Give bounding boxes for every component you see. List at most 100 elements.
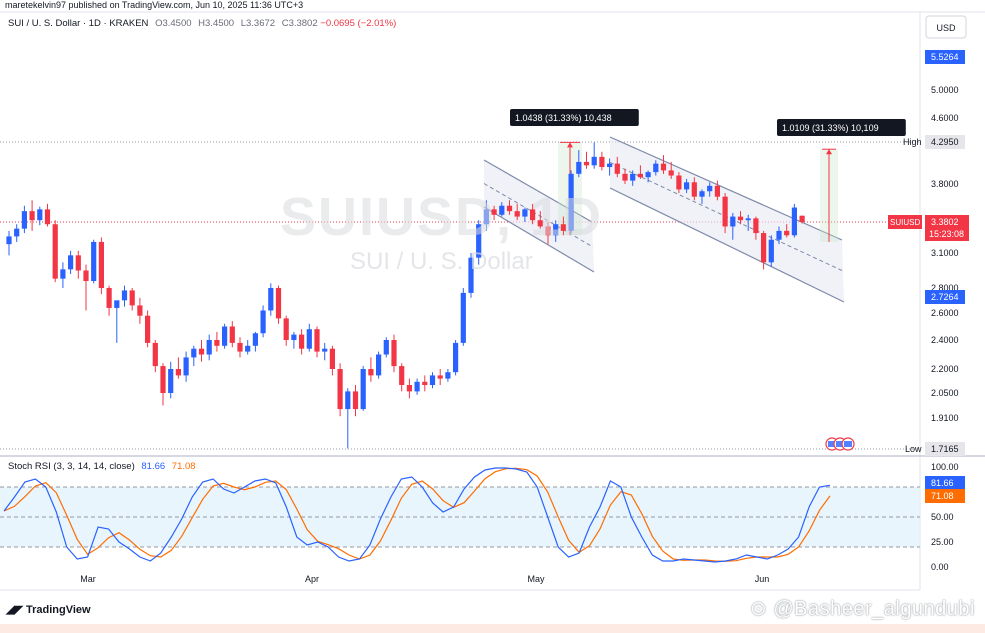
support-text: 2.7264 [931, 292, 959, 302]
candle-body [707, 185, 713, 192]
candle-body [121, 290, 128, 301]
tradingview-icon: ◢◤ [6, 604, 26, 616]
last-price: 3.3802 [931, 217, 959, 227]
top-price-tag [925, 50, 965, 64]
candle-body [75, 255, 81, 271]
candle-body [799, 215, 805, 222]
candle-body [668, 170, 674, 176]
candle-body [630, 173, 636, 181]
candle-body [499, 205, 505, 215]
candle-body [637, 173, 643, 178]
candle-body [599, 156, 605, 168]
candle-body [545, 226, 551, 236]
candle-body [314, 329, 320, 352]
candle-body [530, 209, 536, 221]
candle-body [60, 269, 66, 279]
price-tick: 2.6000 [931, 308, 959, 318]
candle-body [360, 369, 366, 410]
bottom-strip [0, 624, 985, 633]
candle-body [137, 305, 143, 316]
price-tick: 5.0000 [931, 85, 959, 95]
candle-body [699, 191, 705, 197]
top-price-text: 5.5264 [931, 52, 959, 62]
legend-change: −0.0695 (−2.01%) [320, 18, 397, 29]
candle-body [152, 342, 158, 367]
candle-body [460, 292, 466, 343]
countdown: 15:23:08 [929, 229, 964, 239]
price-tick: 4.6000 [931, 113, 959, 123]
candle-body [198, 348, 205, 355]
channel-1-lower [483, 206, 595, 273]
price-tick: 2.4000 [931, 335, 959, 345]
channel-2-upper [609, 136, 843, 241]
watermark-ticker: SUIUSD, 1D [280, 187, 604, 247]
legend-high: H3.4500 [198, 18, 235, 29]
candle-body [591, 156, 597, 166]
candle-body [622, 173, 628, 181]
candle-body [291, 334, 297, 340]
candle-body [29, 211, 35, 221]
last-price-bg [925, 215, 969, 241]
tradingview-logo[interactable]: ◢◤ TradingView [6, 603, 91, 616]
candle-body [614, 163, 620, 174]
candle-body [660, 163, 667, 171]
channel-2-lower [609, 187, 845, 303]
rsi-k-tag: 81.66 [931, 478, 954, 488]
legend-close: C3.3802 [281, 18, 318, 29]
candle-body [437, 375, 443, 379]
candle-body [776, 230, 782, 240]
price-tick: 1.9100 [931, 413, 959, 423]
candle-body [560, 224, 566, 231]
candle-body [383, 340, 389, 355]
candle-body [791, 207, 797, 236]
candle-body [114, 300, 120, 308]
candle-body [68, 255, 74, 270]
candle-body [476, 224, 482, 258]
publish-header: maretekelvin97 published on TradingView.… [5, 0, 304, 10]
candle-body [784, 230, 790, 236]
candle-body [414, 381, 420, 392]
symbol-tag-bg [888, 215, 922, 229]
candle-body [260, 310, 266, 334]
candle-body [14, 228, 20, 237]
symbol-name: SUI / U. S. Dollar · 1D · KRAKEN [8, 18, 149, 29]
candle-body [568, 173, 574, 231]
candle-body [252, 333, 258, 346]
x-axis-label: May [527, 574, 545, 584]
candle-body [368, 369, 374, 376]
high-tag: High [903, 137, 922, 147]
rsi-legend: Stoch RSI (3, 3, 14, 14, close) 81.66 71… [8, 461, 196, 472]
candle-body [145, 315, 151, 343]
candle-body [730, 216, 736, 227]
candle-body [83, 270, 89, 281]
candle-body [214, 340, 220, 346]
author-credit: ⊙ @Basheer_algundubi [750, 596, 975, 621]
measure-2-label-bg [777, 119, 906, 136]
measure-1-label: 1.0438 (31.33%) 10,438 [515, 113, 612, 123]
candle-body [768, 239, 774, 263]
candle-body [352, 391, 359, 410]
legend-open: O3.4500 [155, 18, 192, 29]
rsi-tick: 0.00 [931, 562, 949, 572]
candle-body [583, 161, 590, 166]
rsi-k-tag-bg [925, 476, 965, 490]
candle-body [91, 241, 97, 281]
candle-body [21, 211, 27, 229]
candle-body [576, 161, 582, 174]
candle-body [468, 257, 474, 293]
candle-body [6, 236, 12, 245]
channel-1-upper [483, 159, 593, 223]
measure-1-arrowhead [567, 142, 573, 148]
high-value-bg [925, 135, 965, 149]
tradingview-brand: TradingView [25, 604, 91, 616]
currency-label: USD [936, 23, 956, 33]
measure-2-arrowhead [826, 149, 832, 155]
candles [6, 142, 805, 449]
camera-icon: ⊙ [750, 598, 774, 620]
candle-body [345, 391, 351, 410]
candle-body [275, 288, 282, 319]
low-tag: Low [905, 444, 922, 454]
event-flag-icon [836, 441, 844, 447]
rsi-title: Stoch RSI (3, 3, 14, 14, close) [8, 461, 135, 472]
